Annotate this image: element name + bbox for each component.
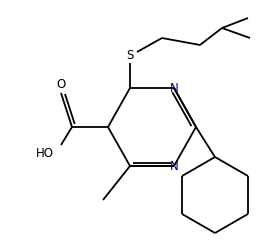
Text: N: N <box>170 82 178 95</box>
Text: HO: HO <box>36 146 54 160</box>
Text: O: O <box>56 78 66 90</box>
Text: S: S <box>126 48 134 62</box>
Text: N: N <box>170 160 178 172</box>
